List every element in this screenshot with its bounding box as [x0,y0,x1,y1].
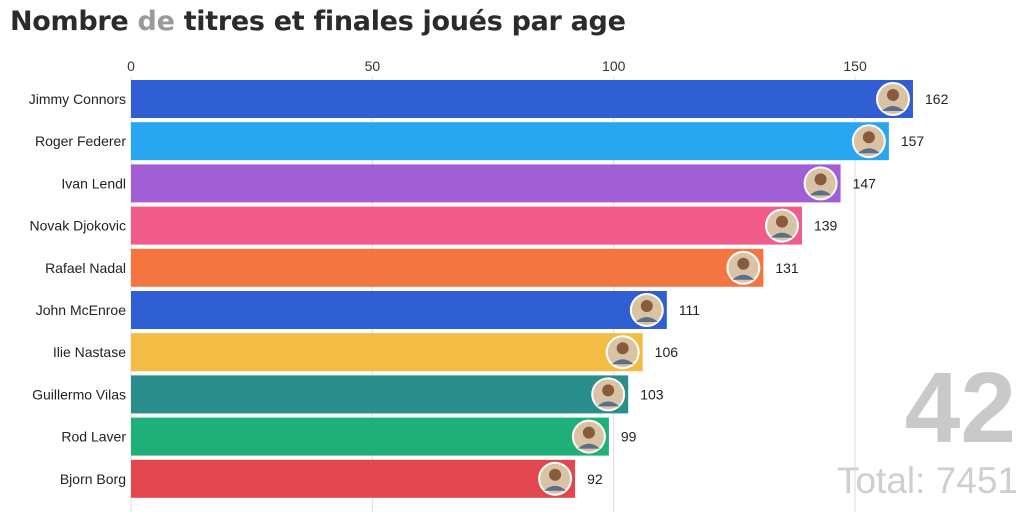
value-label: 103 [640,386,664,402]
player-avatar-icon [851,124,886,159]
x-tick-label: 0 [127,58,135,74]
player-avatar-icon [764,208,799,243]
value-label: 162 [925,91,949,107]
bar [131,417,609,456]
category-label: Ilie Nastase [53,344,126,360]
total-value: 7451 [935,460,1018,501]
category-label: Rafael Nadal [45,260,126,276]
category-label: Rod Laver [61,429,126,445]
value-label: 131 [775,260,799,276]
player-avatar-icon [538,461,573,496]
value-label: 106 [655,344,679,360]
category-label: Jimmy Connors [29,91,126,107]
player-avatar-icon [605,335,640,370]
player-avatar-icon [571,419,606,454]
category-label: Bjorn Borg [60,471,126,487]
bar [131,333,643,372]
bar [131,122,889,161]
bar [131,248,764,287]
category-label: Novak Djokovic [30,218,126,234]
bar [131,206,802,245]
player-avatar-icon [876,82,910,116]
x-tick-label: 150 [843,58,867,74]
value-label: 99 [621,429,637,445]
title-part-3: titres et finales joués par age [174,6,626,37]
category-label: Ivan Lendl [61,175,126,191]
labels-layer: 0 50 100 150 Jimmy Connors 162 Roger Federer 15… [29,58,949,487]
player-avatar-icon [726,250,761,285]
value-label: 111 [679,302,700,318]
bar [131,164,841,203]
total-label: Total: [836,460,926,501]
title-part-2: de [137,6,175,37]
title-part-1: Nombre [10,6,138,37]
age-counter: 42 [904,352,1016,464]
x-tick-label: 50 [365,58,381,74]
value-label: 92 [587,471,603,487]
bar [131,80,913,118]
value-label: 157 [901,133,925,149]
total-counter: Total: 7451 [837,462,1018,499]
bar [131,459,576,498]
player-avatar-icon [629,293,664,327]
category-label: John McEnroe [36,302,126,318]
player-avatar-icon [591,377,626,412]
player-avatar-icon [803,166,838,201]
bar [131,291,667,329]
chart-title: Nombre de titres et finales joués par ag… [10,6,626,37]
category-label: Roger Federer [35,133,126,149]
value-label: 147 [853,175,877,191]
bar [131,375,629,414]
category-label: Guillermo Vilas [32,386,126,402]
x-tick-label: 100 [602,58,626,74]
bars-layer [131,80,913,498]
value-label: 139 [814,218,838,234]
